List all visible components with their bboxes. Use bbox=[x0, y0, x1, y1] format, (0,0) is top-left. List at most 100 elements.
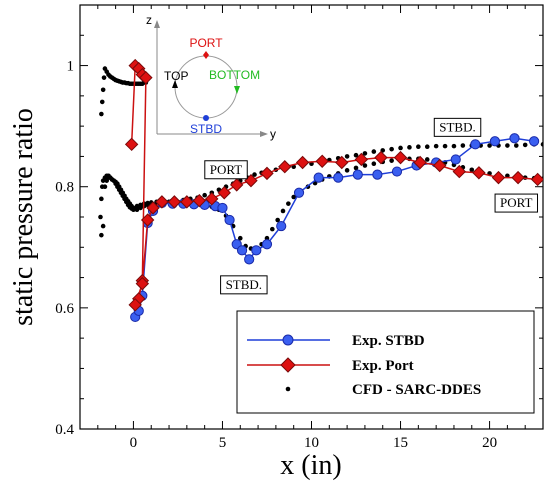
cfd-point bbox=[131, 205, 136, 211]
cfd-point bbox=[442, 143, 448, 149]
cfd-point bbox=[145, 200, 150, 206]
cfd-point bbox=[362, 151, 368, 156]
exp-port-point bbox=[511, 170, 525, 185]
exp-port-point bbox=[413, 155, 427, 170]
cfd-point bbox=[344, 168, 350, 173]
exp-stbd-point bbox=[217, 202, 228, 214]
cfd-point bbox=[505, 143, 510, 148]
cfd-point bbox=[102, 184, 108, 190]
cfd-point bbox=[252, 172, 257, 177]
cfd-point bbox=[469, 167, 475, 173]
cfd-point bbox=[398, 145, 403, 151]
annotation-label: PORT bbox=[500, 195, 533, 210]
exp-port-point bbox=[335, 155, 349, 170]
legend-label-exp-port: Exp. Port bbox=[352, 358, 414, 374]
cfd-point bbox=[99, 111, 104, 117]
cfd-point bbox=[270, 226, 275, 232]
exp-port-point bbox=[278, 160, 292, 174]
cfd-point bbox=[291, 194, 296, 200]
cfd-point bbox=[371, 149, 377, 154]
cfd-point bbox=[280, 208, 286, 214]
legend-entry-cfd: CFD - SARC-DDES bbox=[285, 382, 481, 398]
y-tick-label: 0.4 bbox=[55, 422, 74, 438]
cfd-point bbox=[389, 158, 394, 163]
exp-stbd-point bbox=[352, 169, 363, 180]
exp-stbd-point bbox=[313, 172, 324, 183]
exp-port-point bbox=[295, 155, 310, 170]
cfd-point bbox=[134, 207, 140, 213]
exp-port-point bbox=[167, 195, 182, 209]
exp-stbd-line bbox=[134, 137, 535, 318]
cfd-point bbox=[389, 146, 394, 152]
annotation-box bbox=[204, 160, 248, 180]
annotation-label: PORT bbox=[210, 162, 243, 177]
legend-marker-cfd bbox=[285, 386, 291, 392]
cfd-point bbox=[353, 152, 359, 158]
exp-stbd-point bbox=[236, 245, 248, 256]
exp-port-point bbox=[128, 298, 142, 312]
exp-stbd-point bbox=[391, 166, 403, 177]
x-tick-label: 15 bbox=[393, 435, 408, 451]
cfd-point bbox=[101, 75, 107, 80]
exp-port-point bbox=[180, 195, 194, 209]
cfd-point bbox=[540, 142, 543, 147]
inset-top-label: TOP bbox=[164, 69, 188, 83]
exp-port-point bbox=[315, 154, 329, 168]
annotation-box bbox=[494, 193, 539, 213]
exp-stbd-point bbox=[244, 254, 255, 265]
cfd-point bbox=[380, 148, 386, 153]
cfd-point bbox=[344, 154, 350, 159]
cfd-point bbox=[353, 165, 359, 171]
cfd-point bbox=[451, 143, 457, 149]
x-tick-label: 20 bbox=[482, 435, 497, 451]
cfd-point bbox=[522, 142, 528, 148]
inset-port-label: PORT bbox=[189, 36, 223, 50]
legend-marker-exp-port bbox=[280, 357, 296, 373]
y-tick-label: 0.6 bbox=[55, 301, 74, 317]
cfd-point bbox=[237, 235, 243, 241]
x-tick-label: 5 bbox=[219, 435, 227, 451]
exp-port-point bbox=[140, 213, 155, 227]
exp-port-point bbox=[217, 186, 231, 200]
exp-port-point bbox=[393, 150, 408, 165]
exp-port-point bbox=[491, 170, 506, 185]
inset-circle bbox=[174, 55, 238, 119]
cfd-point bbox=[416, 144, 421, 150]
exp-stbd-point bbox=[372, 169, 383, 180]
annotation-box bbox=[220, 275, 268, 295]
legend-label-cfd: CFD - SARC-DDES bbox=[352, 382, 481, 398]
legend-entry-exp-port: Exp. Port bbox=[247, 357, 414, 374]
cfd-point bbox=[513, 143, 519, 148]
inset-y-arrow bbox=[260, 131, 268, 137]
annotation-box bbox=[433, 117, 482, 137]
exp-port-point bbox=[530, 172, 543, 187]
exp-stbd-point bbox=[470, 139, 481, 150]
annotation-label: STBD. bbox=[439, 119, 475, 134]
legend-marker-exp-stbd bbox=[282, 334, 294, 346]
exp-port-point bbox=[433, 158, 447, 173]
exp-port-point bbox=[139, 70, 153, 85]
inset-stbd-marker bbox=[203, 115, 209, 121]
inset-bottom-arrow-icon bbox=[234, 86, 240, 94]
exp-port-point bbox=[135, 276, 150, 291]
x-axis-title: x (in) bbox=[280, 450, 341, 481]
cfd-point bbox=[460, 143, 466, 148]
exp-stbd-point bbox=[251, 245, 262, 256]
x-tick-label: 0 bbox=[130, 435, 138, 451]
y-axis-title: static pressure ratio bbox=[8, 108, 39, 326]
cfd-point bbox=[98, 214, 103, 220]
tick-layer: 0 5 10 15 20 0.4 0.6 0.8 1 bbox=[55, 5, 544, 451]
cfd-point bbox=[275, 217, 280, 223]
annotation-label: STBD. bbox=[226, 277, 262, 292]
exp-stbd-point bbox=[276, 220, 287, 232]
annotation-layer: PORT STBD. STBD. PORT bbox=[204, 117, 539, 295]
cfd-point bbox=[407, 145, 412, 150]
legend-entry-exp-stbd: Exp. STBD bbox=[247, 333, 425, 349]
cfd-point bbox=[286, 201, 291, 206]
cfd-point bbox=[100, 223, 106, 229]
exp-port-line bbox=[130, 64, 538, 306]
exp-stbd-point bbox=[489, 136, 501, 147]
cfd-point bbox=[424, 157, 430, 162]
exp-port-point bbox=[155, 195, 169, 209]
inset-z-label: z bbox=[146, 13, 152, 27]
